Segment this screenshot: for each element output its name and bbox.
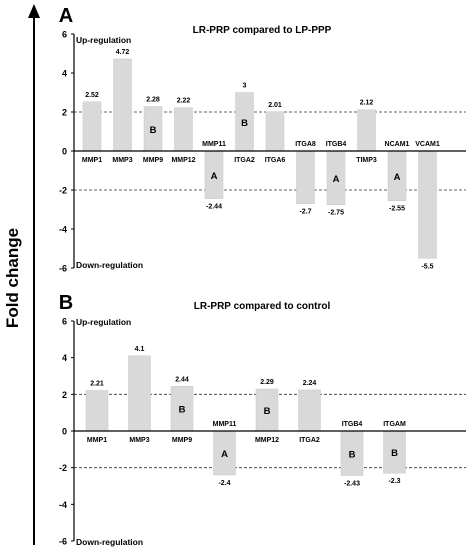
data-label: -2.7 xyxy=(299,209,311,216)
down-regulation-annotation: Down-regulation xyxy=(76,537,143,547)
data-label: 2.44 xyxy=(175,376,189,383)
chart-title: LR-PRP compared to control xyxy=(194,301,331,312)
significance-letter: A xyxy=(211,171,218,182)
data-label: 2.52 xyxy=(85,92,99,99)
bar xyxy=(418,150,437,259)
category-label: ITGA8 xyxy=(295,141,316,148)
data-label: 2.28 xyxy=(146,97,160,104)
y-tick-label: 2 xyxy=(62,108,67,118)
category-label: TIMP3 xyxy=(356,157,377,164)
data-label: 4.72 xyxy=(116,49,130,56)
data-label: -2.75 xyxy=(328,210,344,217)
data-label: 2.12 xyxy=(360,100,374,107)
significance-letter: B xyxy=(241,118,248,129)
bar xyxy=(357,109,376,152)
category-label: MMP3 xyxy=(129,437,149,444)
data-label: 2.24 xyxy=(303,380,317,387)
significance-letter: A xyxy=(333,174,340,185)
y-tick-label: -4 xyxy=(59,225,67,235)
panel-a: A LR-PRP compared to LP-PPP Up-regulation D… xyxy=(59,5,466,274)
up-regulation-annotation: Up-regulation xyxy=(76,35,131,45)
data-label: -2.3 xyxy=(388,478,400,485)
significance-letter: A xyxy=(394,172,401,183)
category-label: MMP11 xyxy=(202,141,226,148)
data-label: -2.44 xyxy=(206,204,222,211)
data-label: -2.4 xyxy=(218,480,230,487)
category-label: ITGA6 xyxy=(265,157,286,164)
category-label: MMP12 xyxy=(255,437,279,444)
category-label: ITGA2 xyxy=(234,157,255,164)
category-label: MMP9 xyxy=(143,157,163,164)
category-label: MMP1 xyxy=(87,437,107,444)
significance-letter: B xyxy=(349,449,356,460)
category-label: MMP3 xyxy=(112,157,132,164)
data-label: 3 xyxy=(243,83,247,90)
category-label: NCAM1 xyxy=(385,141,410,148)
bar xyxy=(298,389,321,432)
panel-label: A xyxy=(59,5,73,27)
data-label: 2.01 xyxy=(268,102,282,109)
category-label: ITGB4 xyxy=(326,141,347,148)
bar xyxy=(113,58,132,152)
data-label: 2.21 xyxy=(90,380,104,387)
significance-letter: B xyxy=(264,406,271,417)
data-label: 2.29 xyxy=(260,379,274,386)
category-label: ITGA2 xyxy=(299,437,320,444)
significance-letter: B xyxy=(179,405,186,416)
category-label: MMP9 xyxy=(172,437,192,444)
y-tick-label: 0 xyxy=(62,427,67,437)
bar xyxy=(174,107,193,152)
data-label: 4.1 xyxy=(135,346,145,353)
panel-label: B xyxy=(59,292,73,314)
y-tick-label: -6 xyxy=(59,264,67,274)
data-label: -5.5 xyxy=(421,263,433,270)
y-tick-label: 6 xyxy=(62,317,67,327)
data-label: 2.22 xyxy=(177,98,191,105)
category-label: MMP11 xyxy=(213,421,237,428)
category-label: ITGB4 xyxy=(342,421,363,428)
y-axis-arrowhead xyxy=(28,4,40,18)
down-regulation-annotation: Down-regulation xyxy=(76,260,143,270)
data-label: -2.55 xyxy=(389,206,405,213)
category-label: MMP12 xyxy=(171,157,195,164)
y-tick-label: 4 xyxy=(62,69,67,79)
chart-title: LR-PRP compared to LP-PPP xyxy=(193,25,332,36)
y-tick-label: -4 xyxy=(59,500,67,510)
significance-letter: B xyxy=(391,448,398,459)
y-tick-label: 0 xyxy=(62,147,67,157)
bar xyxy=(296,150,315,204)
bar xyxy=(85,390,109,432)
category-label: ITGAM xyxy=(383,421,406,428)
y-axis-title: Fold change xyxy=(3,228,22,328)
bar xyxy=(128,355,151,432)
significance-letter: B xyxy=(150,125,157,136)
y-tick-label: -2 xyxy=(59,463,67,473)
y-tick-label: 4 xyxy=(62,353,67,363)
panel-b: B LR-PRP compared to control Up-regulation… xyxy=(59,292,466,547)
significance-letter: A xyxy=(221,449,228,460)
y-tick-label: 6 xyxy=(62,30,67,40)
up-regulation-annotation: Up-regulation xyxy=(76,317,131,327)
y-tick-label: 2 xyxy=(62,390,67,400)
bar xyxy=(265,111,285,152)
y-tick-label: -6 xyxy=(59,537,67,547)
bar xyxy=(82,101,102,152)
data-label: -2.43 xyxy=(344,481,360,488)
category-label: MMP1 xyxy=(82,157,102,164)
category-label: VCAM1 xyxy=(415,141,440,148)
y-tick-label: -2 xyxy=(59,186,67,196)
